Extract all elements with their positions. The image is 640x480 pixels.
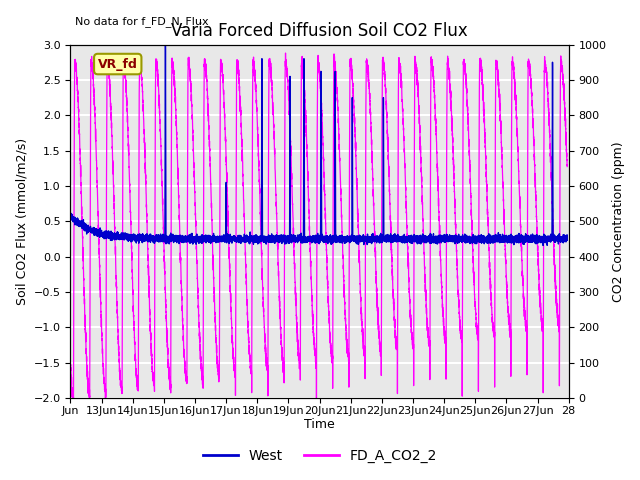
Y-axis label: CO2 Concentration (ppm): CO2 Concentration (ppm): [612, 141, 625, 301]
Y-axis label: Soil CO2 Flux (mmol/m2/s): Soil CO2 Flux (mmol/m2/s): [15, 138, 28, 305]
Text: No data for f_FD_N_Flux: No data for f_FD_N_Flux: [76, 16, 209, 27]
Legend: West, FD_A_CO2_2: West, FD_A_CO2_2: [198, 443, 442, 468]
Text: VR_fd: VR_fd: [98, 58, 138, 71]
Title: Varia Forced Diffusion Soil CO2 Flux: Varia Forced Diffusion Soil CO2 Flux: [171, 22, 468, 40]
X-axis label: Time: Time: [304, 419, 335, 432]
